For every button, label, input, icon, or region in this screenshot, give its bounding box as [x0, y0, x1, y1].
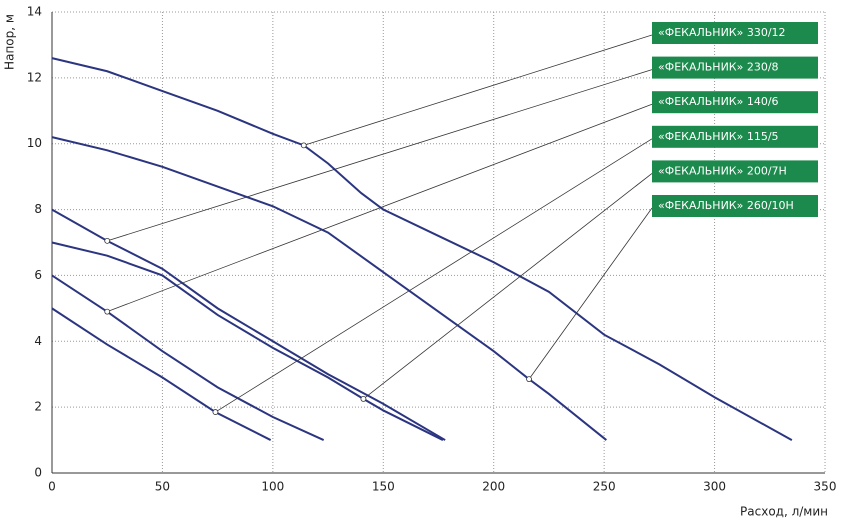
label-point [360, 396, 367, 402]
x-tick-label: 250 [593, 480, 616, 494]
label-point [300, 142, 307, 149]
label-point [526, 376, 532, 383]
legend-box [652, 195, 818, 217]
curve [51, 241, 444, 441]
curve [51, 136, 607, 441]
x-tick-label: 200 [482, 480, 505, 494]
y-tick-label: 4 [34, 334, 42, 348]
legend-box [652, 160, 818, 183]
label-point [104, 308, 111, 315]
legend-box [652, 91, 818, 114]
legend-label: «ФЕКАЛЬНИК» 140/6 [658, 95, 779, 108]
x-tick-label: 50 [155, 480, 170, 494]
curve [51, 307, 272, 441]
legend-label: «ФЕКАЛЬНИК» 115/5 [658, 130, 779, 143]
legend-label: «ФЕКАЛЬНИК» 200/7H [658, 164, 787, 177]
x-tick-label: 0 [48, 480, 56, 494]
y-tick-label: 2 [34, 400, 42, 414]
curve [51, 57, 793, 441]
x-tick-label: 350 [814, 480, 837, 494]
y-tick-label: 8 [34, 202, 42, 216]
x-axis-label: Расход, л/мин [740, 505, 828, 519]
legend-label: «ФЕКАЛЬНИК» 230/8 [658, 61, 779, 74]
legend-box [652, 22, 818, 44]
leader-line [107, 69, 653, 242]
curve [51, 274, 325, 441]
legend-box [652, 125, 818, 148]
y-tick-label: 0 [34, 466, 42, 480]
x-tick-label: 100 [261, 480, 284, 494]
y-axis-label: Напор, м [3, 14, 17, 70]
leader-line [215, 138, 653, 413]
legend-box [652, 56, 818, 79]
leader-line [107, 103, 653, 313]
x-tick-label: 300 [703, 480, 726, 494]
y-tick-label: 6 [34, 268, 42, 282]
legend-label: «ФЕКАЛЬНИК» 330/12 [658, 26, 786, 39]
label-point [212, 409, 219, 415]
leader-line [303, 34, 653, 146]
curve [51, 208, 446, 441]
x-tick-label: 150 [372, 480, 395, 494]
y-tick-label: 12 [27, 70, 42, 84]
y-tick-label: 10 [27, 136, 42, 150]
y-tick-label: 14 [27, 5, 42, 19]
legend-label: «ФЕКАЛЬНИК» 260/10H [658, 199, 794, 212]
label-point [104, 237, 111, 244]
leader-line [363, 173, 653, 400]
leader-line [528, 207, 653, 380]
